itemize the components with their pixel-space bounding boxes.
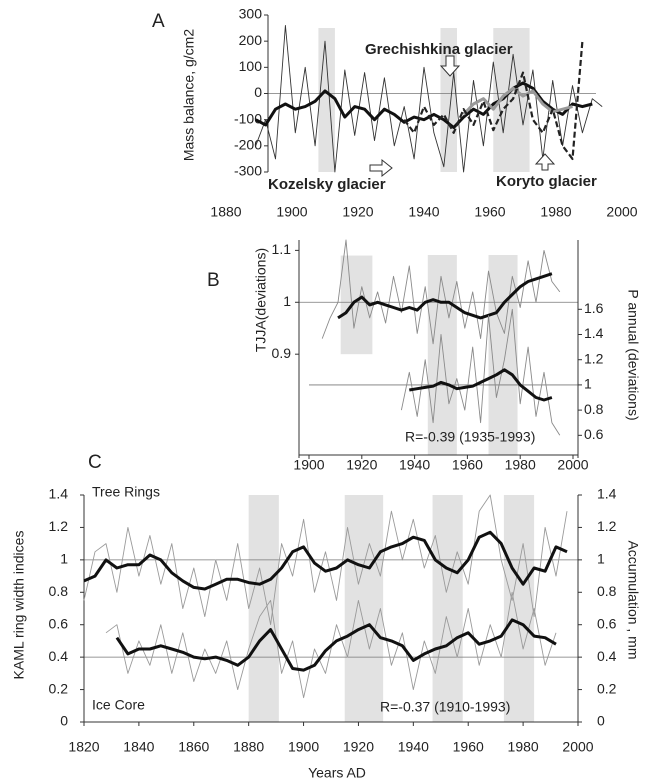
arrow (369, 158, 393, 178)
series-line (115, 618, 557, 672)
annotation: Grechishkina glacier (365, 41, 513, 58)
x-axis-title: Years AD (308, 765, 366, 781)
y2-tick-label: 0.2 (597, 680, 617, 696)
x-tick-label: 1900 (276, 204, 307, 220)
series-line (409, 368, 553, 402)
x-tick-label: 1940 (399, 457, 430, 473)
x-tick-label: 1900 (288, 739, 319, 755)
y2-tick-label: 1.6 (584, 300, 604, 316)
annotation: Koryto glacier (496, 173, 597, 190)
y-axis-title: KAML ring width indices (11, 531, 27, 680)
arrow (534, 153, 556, 171)
x-tick-label: 1840 (123, 739, 154, 755)
x-tick-label: 1900 (293, 457, 324, 473)
panel-label: A (152, 11, 165, 32)
y2-tick-label: 0.4 (597, 648, 617, 664)
y-tick-label: 300 (239, 6, 263, 22)
x-tick-label: 2000 (557, 457, 588, 473)
y-tick-label: 1 (283, 293, 291, 309)
arrow (439, 55, 461, 77)
y-tick-label: 200 (239, 32, 263, 48)
series-line (462, 86, 573, 116)
series-line (105, 591, 557, 699)
y-tick-label: 100 (239, 58, 263, 74)
y-tick-label: 1.4 (49, 486, 69, 502)
shaded-period (488, 255, 518, 455)
panel: -300 -200 -100 0 100 200 300 1880 1900 1920 1940 19… (152, 6, 638, 220)
y2-tick-label: 1 (584, 376, 592, 392)
series-line (83, 494, 568, 626)
y2-tick-label: 0.8 (584, 401, 604, 417)
panel: 0 0.2 0.4 0.6 0.8 1 1.2 1.4 0 0.2 0.4 0.6 0.8 1 1.2 1.4… (11, 452, 642, 781)
x-tick-label: 1980 (508, 739, 539, 755)
x-tick-label: 1880 (210, 204, 241, 220)
y-tick-label: 1 (60, 551, 68, 567)
y2-tick-label: 0.8 (597, 583, 617, 599)
y2-tick-label: 0.6 (597, 615, 617, 631)
x-tick-label: 1960 (474, 204, 505, 220)
panel: 0.9 1 1.1 0.6 0.8 1 1.2 1.4 1.6 1900 1920 1940 1960 1… (207, 239, 641, 473)
x-tick-label: 1940 (408, 204, 439, 220)
arrows (369, 55, 556, 178)
y-tick-label: -200 (234, 137, 262, 153)
x-tick-label: 1920 (342, 204, 373, 220)
y-axis-title: TJJA(deviations) (253, 248, 269, 352)
shaded-period (340, 255, 373, 355)
y-tick-label: 1.1 (272, 241, 292, 257)
series-line (337, 272, 553, 320)
series-line (255, 81, 593, 129)
y-tick-label: 0 (60, 713, 68, 729)
y2-tick-label: 1 (597, 551, 605, 567)
x-tick-label: 2000 (606, 204, 637, 220)
series-line (403, 41, 584, 160)
y-tick-label: 1.2 (49, 518, 69, 534)
panel-label: C (88, 452, 102, 473)
y2-axis-title: Accumulation , mm (625, 540, 641, 659)
x-tick-label: 1860 (178, 739, 209, 755)
series-line (400, 308, 561, 436)
annotation: R=-0.37 (1910-1993) (380, 699, 510, 715)
y-axis-title: Mass balance, g/cm2 (181, 29, 197, 161)
x-tick-label: 1920 (346, 457, 377, 473)
x-tick-label: 1960 (452, 457, 483, 473)
y-tick-label: -300 (234, 163, 262, 179)
y2-tick-label: 0 (597, 713, 605, 729)
y2-tick-label: 1.2 (597, 518, 617, 534)
panel-label: B (207, 270, 220, 291)
shaded-period (432, 495, 463, 722)
x-tick-label: 1920 (343, 739, 374, 755)
y-tick-label: 0.6 (49, 615, 69, 631)
annotation: R=-0.39 (1935-1993) (405, 429, 535, 445)
x-tick-label: 1940 (398, 739, 429, 755)
y-tick-label: 0.4 (49, 648, 69, 664)
x-tick-label: 1820 (68, 739, 99, 755)
y-tick-label: 0.8 (49, 583, 69, 599)
x-tick-label: 1980 (505, 457, 536, 473)
annotation: Ice Core (92, 697, 145, 713)
annotation: Tree Rings (92, 484, 160, 500)
x-tick-label: 2000 (562, 739, 593, 755)
shaded-period (248, 495, 279, 722)
series-line (83, 530, 568, 591)
y-tick-label: 0 (254, 84, 262, 100)
y2-tick-label: 0.6 (584, 426, 604, 442)
x-tick-label: 1960 (453, 739, 484, 755)
y-tick-label: 0.9 (272, 345, 292, 361)
x-tick-label: 1880 (233, 739, 264, 755)
shaded-period (503, 495, 535, 722)
y-tick-label: 0.2 (49, 680, 69, 696)
shaded-period (344, 495, 384, 722)
y2-tick-label: 1.4 (597, 486, 617, 502)
shaded-period (318, 28, 335, 172)
y2-tick-label: 1.4 (584, 325, 604, 341)
y2-axis-title: P annual (deviations) (625, 289, 641, 420)
annotation: Kozelsky glacier (268, 176, 386, 193)
series-line (321, 239, 561, 345)
series-line (255, 25, 603, 173)
y2-tick-label: 1.2 (584, 350, 604, 366)
x-tick-label: 1980 (540, 204, 571, 220)
y-tick-label: -100 (234, 110, 262, 126)
